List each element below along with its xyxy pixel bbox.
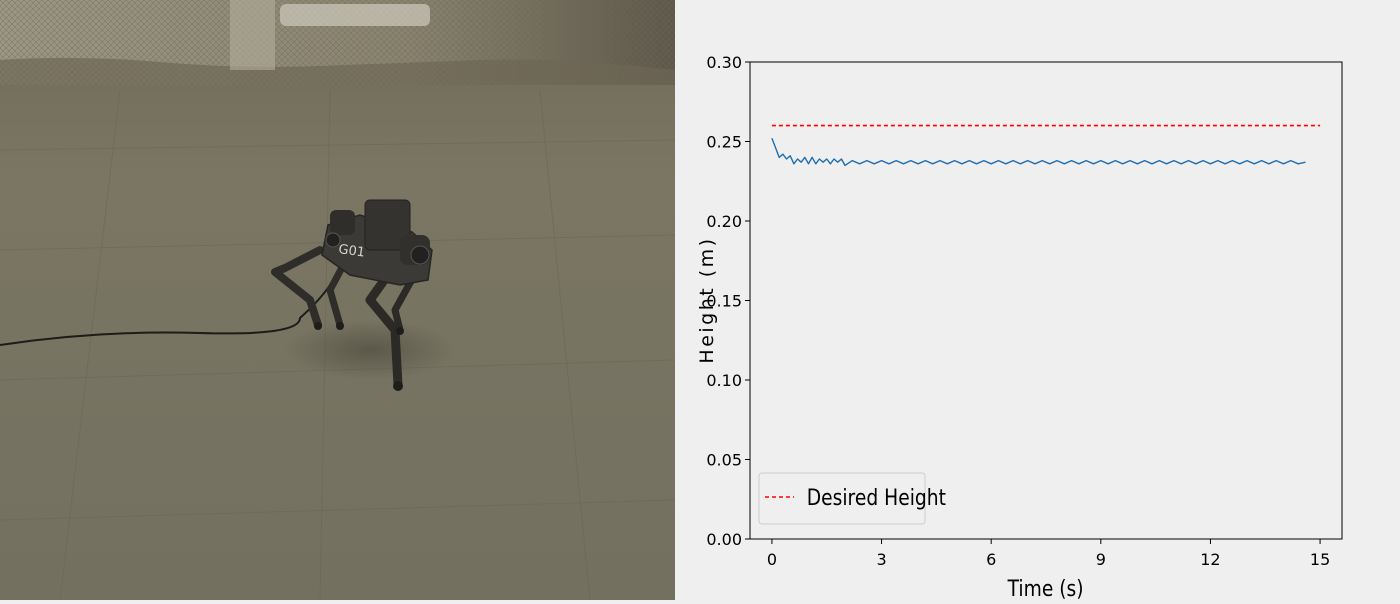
y-tick-label: 0.15 bbox=[706, 292, 742, 311]
height-chart: 0.00 0.05 0.10 0.15 0.20 0.25 0.30 0 3 6 9 12 15 Ti… bbox=[696, 53, 1343, 601]
series-layer bbox=[771, 124, 1321, 167]
robot-photo: G01 bbox=[0, 0, 675, 600]
net-edge bbox=[0, 57, 675, 85]
robot-label: G01 bbox=[337, 242, 365, 261]
x-tick-label: 12 bbox=[1200, 550, 1220, 569]
legend-entry-desired-height: Desired Height bbox=[807, 485, 946, 511]
x-tick-label: 6 bbox=[986, 550, 996, 569]
y-axis-label: Height (m) bbox=[696, 236, 718, 363]
robot-photo-scene: G01 bbox=[0, 0, 675, 600]
quadruped-robot-icon: G01 bbox=[271, 199, 433, 391]
x-axis-ticks: 0 3 6 9 12 15 bbox=[767, 539, 1330, 569]
robot-shadow bbox=[285, 320, 455, 380]
background-roll bbox=[280, 4, 430, 26]
floor bbox=[0, 0, 675, 600]
y-tick-label: 0.30 bbox=[706, 53, 742, 72]
x-tick-label: 15 bbox=[1310, 550, 1330, 569]
series-line-measured-height bbox=[771, 138, 1306, 167]
chart-panel: 0.00 0.05 0.10 0.15 0.20 0.25 0.30 0 3 6 9 12 15 Ti… bbox=[675, 0, 1400, 601]
y-tick-label: 0.25 bbox=[706, 133, 742, 152]
plot-area bbox=[749, 61, 1343, 540]
x-tick-label: 9 bbox=[1096, 550, 1106, 569]
background-curtain bbox=[230, 0, 275, 70]
y-tick-label: 0.00 bbox=[706, 530, 742, 549]
y-tick-label: 0.20 bbox=[706, 212, 742, 231]
y-tick-label: 0.05 bbox=[706, 451, 742, 470]
x-axis-label: Time (s) bbox=[1007, 576, 1084, 600]
y-tick-label: 0.10 bbox=[706, 371, 742, 390]
x-tick-label: 3 bbox=[876, 550, 886, 569]
legend-box bbox=[758, 472, 926, 525]
legend: Desired Height bbox=[758, 472, 946, 525]
x-tick-label: 0 bbox=[767, 550, 777, 569]
y-axis-ticks: 0.00 0.05 0.10 0.15 0.20 0.25 0.30 bbox=[706, 53, 750, 549]
